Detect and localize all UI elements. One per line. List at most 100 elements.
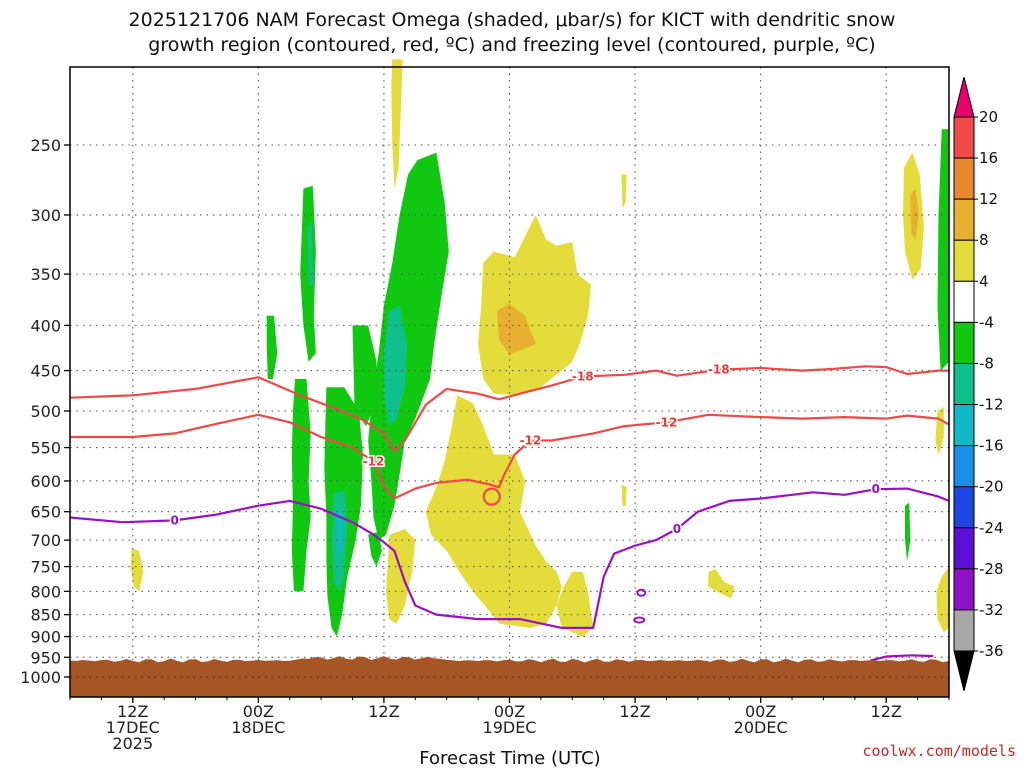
omega-area-pos-small-a (621, 484, 627, 506)
colorbar-label: -24 (979, 519, 1004, 537)
colorbar-cell (953, 486, 975, 529)
omega-area-pos-top (391, 59, 403, 189)
colorbar-cell (953, 362, 975, 406)
contour-closed-red (482, 487, 501, 506)
omega-shading-layer (130, 59, 949, 637)
omega-area-neg-mid-deep (336, 511, 343, 551)
omega-area-neg-main (368, 152, 449, 541)
omega-area-neg-upper-left (300, 185, 316, 362)
x-tick-label: 00Z (494, 702, 525, 721)
colorbar-label: -4 (979, 313, 994, 331)
colorbar-label: -8 (979, 354, 994, 372)
y-tick-label: 550 (30, 439, 61, 458)
x-tick-label: 18DEC (231, 718, 285, 737)
contour-label: -18 (708, 363, 730, 377)
omega-area-pos-low-right (556, 571, 594, 637)
colorbar-cell (953, 198, 975, 241)
colorbar-cell (953, 321, 975, 364)
y-tick-label: 750 (30, 558, 61, 577)
colorbar-label: -12 (979, 396, 1004, 414)
credit-text: coolwx.com/models (862, 742, 1016, 760)
contour-line-1 (70, 413, 950, 500)
x-tick-label: 20DEC (734, 718, 788, 737)
omega-area-neg-mid-upper (352, 325, 377, 427)
colorbar-cap-bottom (953, 650, 975, 692)
y-tick-label: 800 (30, 582, 61, 601)
omega-area-neg-east (937, 129, 949, 371)
terrain-layer (70, 656, 949, 697)
y-axis: 250 300 350 400 450 500 550 600 650 700 750 800 850 9… (20, 136, 70, 687)
y-tick-label: 400 (30, 316, 61, 335)
colorbar-cell (953, 445, 975, 488)
contour-closed-purple-b (633, 616, 646, 624)
contour-label: -12 (656, 415, 678, 429)
colorbar-label: 4 (979, 272, 989, 290)
colorbar-label: 12 (979, 190, 998, 208)
y-tick-label: 650 (30, 503, 61, 522)
y-tick-label: 450 (30, 362, 61, 381)
contour-line-2 (69, 487, 950, 629)
contour-label: -18 (572, 369, 594, 383)
colorbar-cap-top (953, 76, 975, 118)
contour-label: 0 (170, 513, 178, 527)
y-tick-label: 600 (30, 472, 61, 491)
colorbar: 20 16 12 8 4 -4 -8 -12 -16 -20 -24 -28 -32 -36 (953, 76, 1004, 692)
y-tick-label: 250 (30, 136, 61, 155)
omega-area-pos-mid-core (496, 303, 536, 355)
grid-lines (70, 67, 949, 697)
omega-area-neg-far-left (266, 315, 278, 379)
x-axis-label: Forecast Time (UTC) (419, 748, 600, 768)
y-tick-label: 950 (30, 648, 61, 667)
contour-label: -12 (363, 454, 385, 468)
colorbar-cell (953, 280, 975, 323)
colorbar-label: -28 (979, 560, 1004, 578)
colorbar-cell (953, 157, 975, 200)
colorbar-label: -32 (979, 601, 1004, 619)
contour-label: 0 (872, 482, 880, 496)
contour-line-0 (69, 365, 949, 453)
omega-area-pos-east-low (936, 566, 949, 633)
x-tick-label: 12Z (871, 702, 902, 721)
colorbar-cell (953, 116, 975, 159)
omega-area-neg-main-core (383, 305, 407, 427)
contour-closed-purple-a (636, 588, 647, 597)
omega-area-neg-east-small (905, 502, 911, 562)
contour-freezing-surface (870, 654, 934, 662)
y-tick-label: 500 (30, 402, 61, 421)
chart-title-line-2: growth region (contoured, red, ºC) and f… (148, 34, 875, 56)
colorbar-cell (953, 568, 975, 611)
colorbar-cell (953, 239, 975, 282)
colorbar-cell (953, 609, 975, 652)
colorbar-label: -16 (979, 437, 1004, 455)
colorbar-label: -20 (979, 478, 1004, 496)
omega-area-pos-small-c (621, 174, 627, 209)
omega-area-pos-low-left (386, 529, 416, 624)
chart-title-line-1: 2025121706 NAM Forecast Omega (shaded, μ… (129, 9, 896, 31)
contour-label: -12 (520, 434, 542, 448)
x-tick-label: 17DEC (106, 718, 160, 737)
colorbar-label: 8 (979, 231, 989, 249)
colorbar-cell (953, 527, 975, 570)
terrain-surface (70, 656, 949, 697)
omega-area-neg-left-column (291, 379, 311, 592)
x-tick-label: 00Z (243, 702, 274, 721)
y-tick-label: 1000 (20, 668, 61, 687)
y-tick-label: 300 (30, 206, 61, 225)
y-tick-label: 900 (30, 628, 61, 647)
x-tick-label: 2025 (112, 734, 153, 753)
omega-area-neg-small (368, 531, 382, 567)
y-tick-label: 850 (30, 606, 61, 625)
x-tick-label: 12Z (117, 702, 148, 721)
x-tick-label: 19DEC (483, 718, 537, 737)
colorbar-label: 20 (979, 108, 998, 126)
contour-label: 0 (673, 522, 681, 536)
y-tick-label: 700 (30, 531, 61, 550)
colorbar-cell (953, 404, 975, 447)
y-tick-label: 350 (30, 265, 61, 284)
temperature-contours: -18 -18 -12 -12 -12 0 0 0 (69, 361, 950, 662)
omega-area-pos-east-core (910, 188, 919, 240)
x-tick-label: 12Z (619, 702, 650, 721)
colorbar-label: 16 (979, 149, 998, 167)
x-tick-label: 12Z (368, 702, 399, 721)
